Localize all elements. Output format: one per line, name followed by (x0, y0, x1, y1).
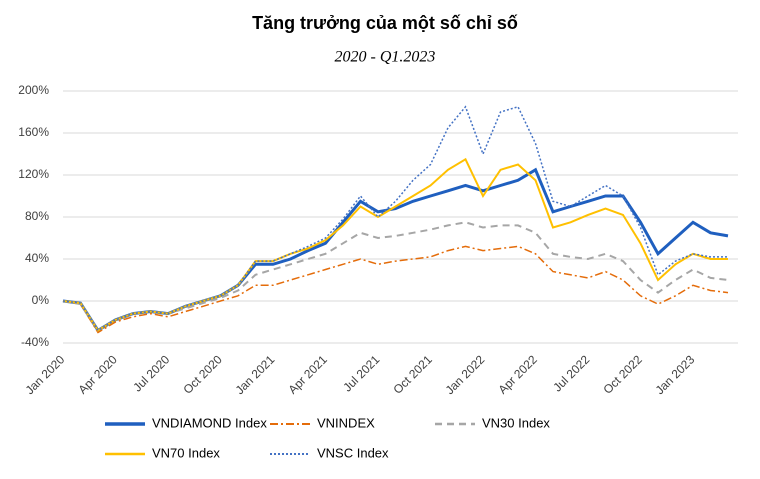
legend-label: VNINDEX (317, 415, 375, 430)
y-tick-label: -40% (21, 335, 49, 349)
x-tick-label: Jan 2020 (23, 352, 68, 397)
y-tick-label: 120% (18, 167, 49, 181)
series-line (62, 245, 729, 334)
series-line (62, 105, 728, 332)
chart-title: Tăng trưởng của một số chỉ số (252, 13, 518, 33)
x-tick-label: Jul 2021 (340, 352, 382, 394)
x-tick-label: Apr 2022 (496, 352, 541, 397)
y-tick-label: 80% (25, 209, 49, 223)
x-tick-label: Jul 2020 (130, 352, 172, 394)
x-tick-label: Oct 2020 (181, 352, 226, 397)
x-tick-label: Jan 2023 (653, 352, 698, 397)
series-line (62, 167, 729, 333)
legend-label: VN30 Index (482, 415, 550, 430)
y-tick-label: 200% (18, 83, 49, 97)
legend-label: VN70 Index (152, 445, 220, 460)
x-tick-label: Jan 2022 (443, 352, 488, 397)
x-tick-label: Apr 2020 (76, 352, 121, 397)
chart-subtitle: 2020 - Q1.2023 (335, 49, 436, 66)
x-tick-label: Jan 2021 (233, 352, 278, 397)
y-tick-label: 40% (25, 251, 49, 265)
y-tick-label: 160% (18, 125, 49, 139)
x-tick-label: Oct 2022 (601, 352, 646, 397)
y-tick-label: 0% (32, 293, 50, 307)
x-tick-label: Apr 2021 (286, 352, 331, 397)
x-tick-label: Oct 2021 (391, 352, 436, 397)
legend-label: VNSC Index (317, 445, 389, 460)
x-tick-label: Jul 2022 (550, 352, 592, 394)
series-line (62, 157, 728, 332)
legend-label: VNDIAMOND Index (152, 415, 267, 430)
